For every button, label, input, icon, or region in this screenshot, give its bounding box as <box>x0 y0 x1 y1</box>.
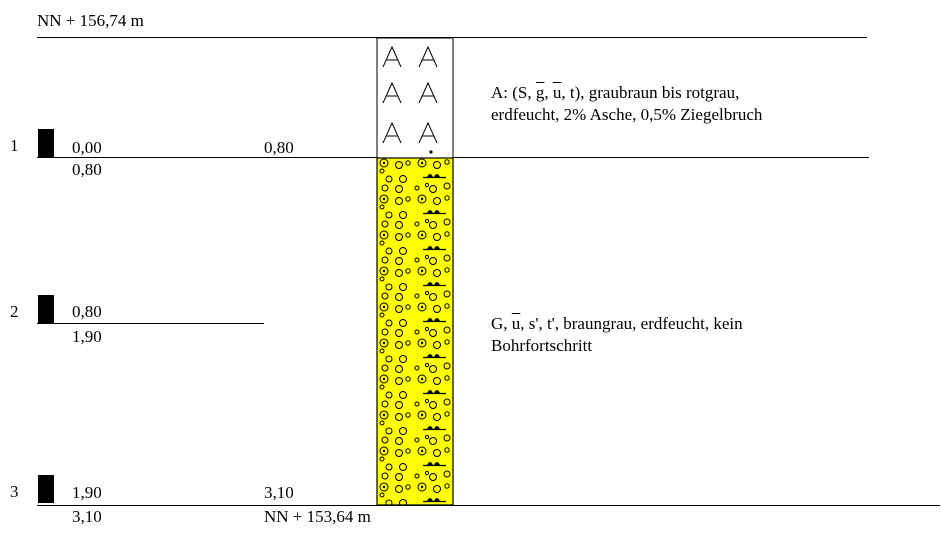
layer-bottom-depth: 3,10 <box>264 483 294 502</box>
layer-bottom-depth: 0,80 <box>264 138 294 157</box>
fill-dot <box>429 150 433 154</box>
sample-marker <box>38 129 54 157</box>
sample-to-depth: 3,10 <box>72 507 102 526</box>
sample-2-line <box>37 323 264 325</box>
gravel-layer-outline <box>376 157 454 506</box>
sample-to-depth: 1,90 <box>72 327 102 346</box>
sample-number: 1 <box>10 136 19 155</box>
sample-to-depth: 0,80 <box>72 160 102 179</box>
fill-symbol-pattern <box>382 45 438 144</box>
gravel-symbol-pattern <box>377 158 453 505</box>
sample-number: 2 <box>10 302 19 321</box>
fill-layer <box>376 37 454 159</box>
sample-marker <box>38 295 54 323</box>
sample-number: 3 <box>10 482 19 501</box>
bottom-elevation-label: NN + 153,64 m <box>264 507 371 526</box>
layer-2-description: G, u, s', t', braungrau, erdfeucht, kein… <box>491 314 743 355</box>
sample-from-depth: 0,00 <box>72 138 102 157</box>
sample-from-depth: 1,90 <box>72 483 102 502</box>
sample-from-depth: 0,80 <box>72 302 102 321</box>
sample-marker <box>38 475 54 503</box>
top-elevation-label: NN + 156,74 m <box>37 11 144 30</box>
bottom-line <box>37 505 940 507</box>
layer-1-description: A: (S, g, u, t), graubraun bis rotgrau, … <box>491 83 763 124</box>
